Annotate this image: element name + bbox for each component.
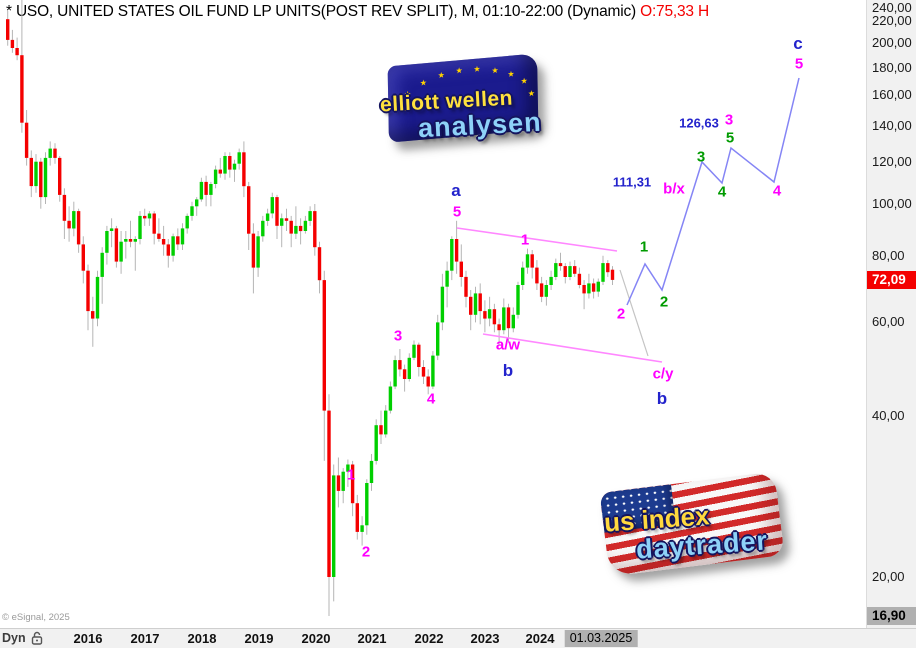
year-label: 2024	[525, 631, 555, 646]
wave-label: 2	[659, 293, 669, 311]
price-tick: 200,00	[872, 35, 912, 50]
wave-label: 3	[724, 111, 734, 129]
wave-label: 1	[520, 231, 530, 249]
year-label: 2018	[187, 631, 217, 646]
year-label: 2021	[357, 631, 387, 646]
eu-star-icon: ★	[507, 69, 515, 80]
year-label: 2020	[301, 631, 331, 646]
dyn-label: Dyn	[2, 631, 26, 645]
year-label: 2019	[244, 631, 274, 646]
year-label: 2017	[130, 631, 160, 646]
price-target-label: 111,31	[612, 174, 652, 190]
wave-label: a	[451, 181, 461, 200]
eu-star-icon: ★	[419, 78, 428, 88]
eu-star-icon: ★	[455, 65, 463, 76]
price-tick: 120,00	[872, 154, 912, 169]
eu-star-icon: ★	[437, 70, 445, 81]
wave-label: b	[656, 389, 668, 408]
year-label: 2016	[73, 631, 103, 646]
lock-icon[interactable]	[31, 631, 43, 645]
current-price-tag: 72,09	[867, 271, 916, 289]
last-date-tag: 01.03.2025	[564, 630, 638, 647]
elliott-wellen-analysen-watermark: ★ ★ ★ ★ ★ ★ ★ ★ ★ ★ elliott wellen analysen	[374, 53, 558, 154]
wave-label: 3	[696, 148, 706, 166]
price-tick: 140,00	[872, 118, 912, 133]
wave-label: c/y	[652, 365, 674, 383]
eu-star-icon: ★	[527, 88, 536, 99]
wave-label: 4	[772, 182, 782, 200]
year-label: 2022	[414, 631, 444, 646]
wave-label: b	[502, 361, 514, 380]
wave-label: c	[793, 34, 803, 53]
chart-title: * USO, UNITED STATES OIL FUND LP UNITS(P…	[6, 3, 709, 21]
wave-label: 2	[616, 305, 626, 323]
wave-label: 5	[794, 55, 804, 73]
wave-label: 5	[725, 129, 735, 147]
wave-label: 1	[346, 466, 356, 484]
price-tick: 40,00	[872, 408, 905, 423]
dyn-scale-control: Dyn	[2, 631, 43, 645]
wave-label: 3	[393, 327, 403, 345]
chart-canvas[interactable]: * USO, UNITED STATES OIL FUND LP UNITS(P…	[0, 0, 866, 628]
year-label: 2023	[470, 631, 500, 646]
price-tick: 20,00	[872, 569, 905, 584]
price-tick: 60,00	[872, 314, 905, 329]
ohlc-readout: O:75,33 H	[640, 3, 709, 20]
time-axis[interactable]: Dyn 2016 2017 2018 2019 2020 2021 2022 2023 2024…	[0, 628, 916, 648]
wave-label: 2	[361, 543, 371, 561]
price-tick: 100,00	[872, 196, 912, 211]
wave-label: 4	[717, 183, 727, 201]
price-tick: 80,00	[872, 248, 905, 263]
low-price-tag: 16,90	[867, 607, 916, 625]
price-tick: 220,00	[872, 13, 912, 28]
wave-label: a/w	[495, 336, 521, 354]
symbol-description: * USO, UNITED STATES OIL FUND LP UNITS(P…	[6, 3, 641, 20]
price-tick: 160,00	[872, 87, 912, 102]
price-tick: 240,00	[872, 0, 912, 15]
watermark-text-analysen: analysen	[417, 106, 543, 144]
price-axis[interactable]: 240,00 220,00 200,00 180,00 160,00 140,00 120,…	[866, 0, 916, 628]
eu-star-icon: ★	[473, 64, 481, 74]
wave-label: 1	[639, 238, 649, 256]
eu-star-icon: ★	[491, 65, 499, 76]
wave-label: b/x	[663, 180, 685, 198]
wave-label: 5	[452, 203, 462, 221]
copyright-notice: © eSignal, 2025	[2, 612, 70, 623]
eu-star-icon: ★	[520, 76, 528, 86]
wave-label: 4	[426, 390, 436, 408]
price-tick: 180,00	[872, 60, 912, 75]
us-index-daytrader-watermark: us index daytrader	[596, 471, 798, 582]
price-target-label: 126,63	[679, 115, 719, 131]
